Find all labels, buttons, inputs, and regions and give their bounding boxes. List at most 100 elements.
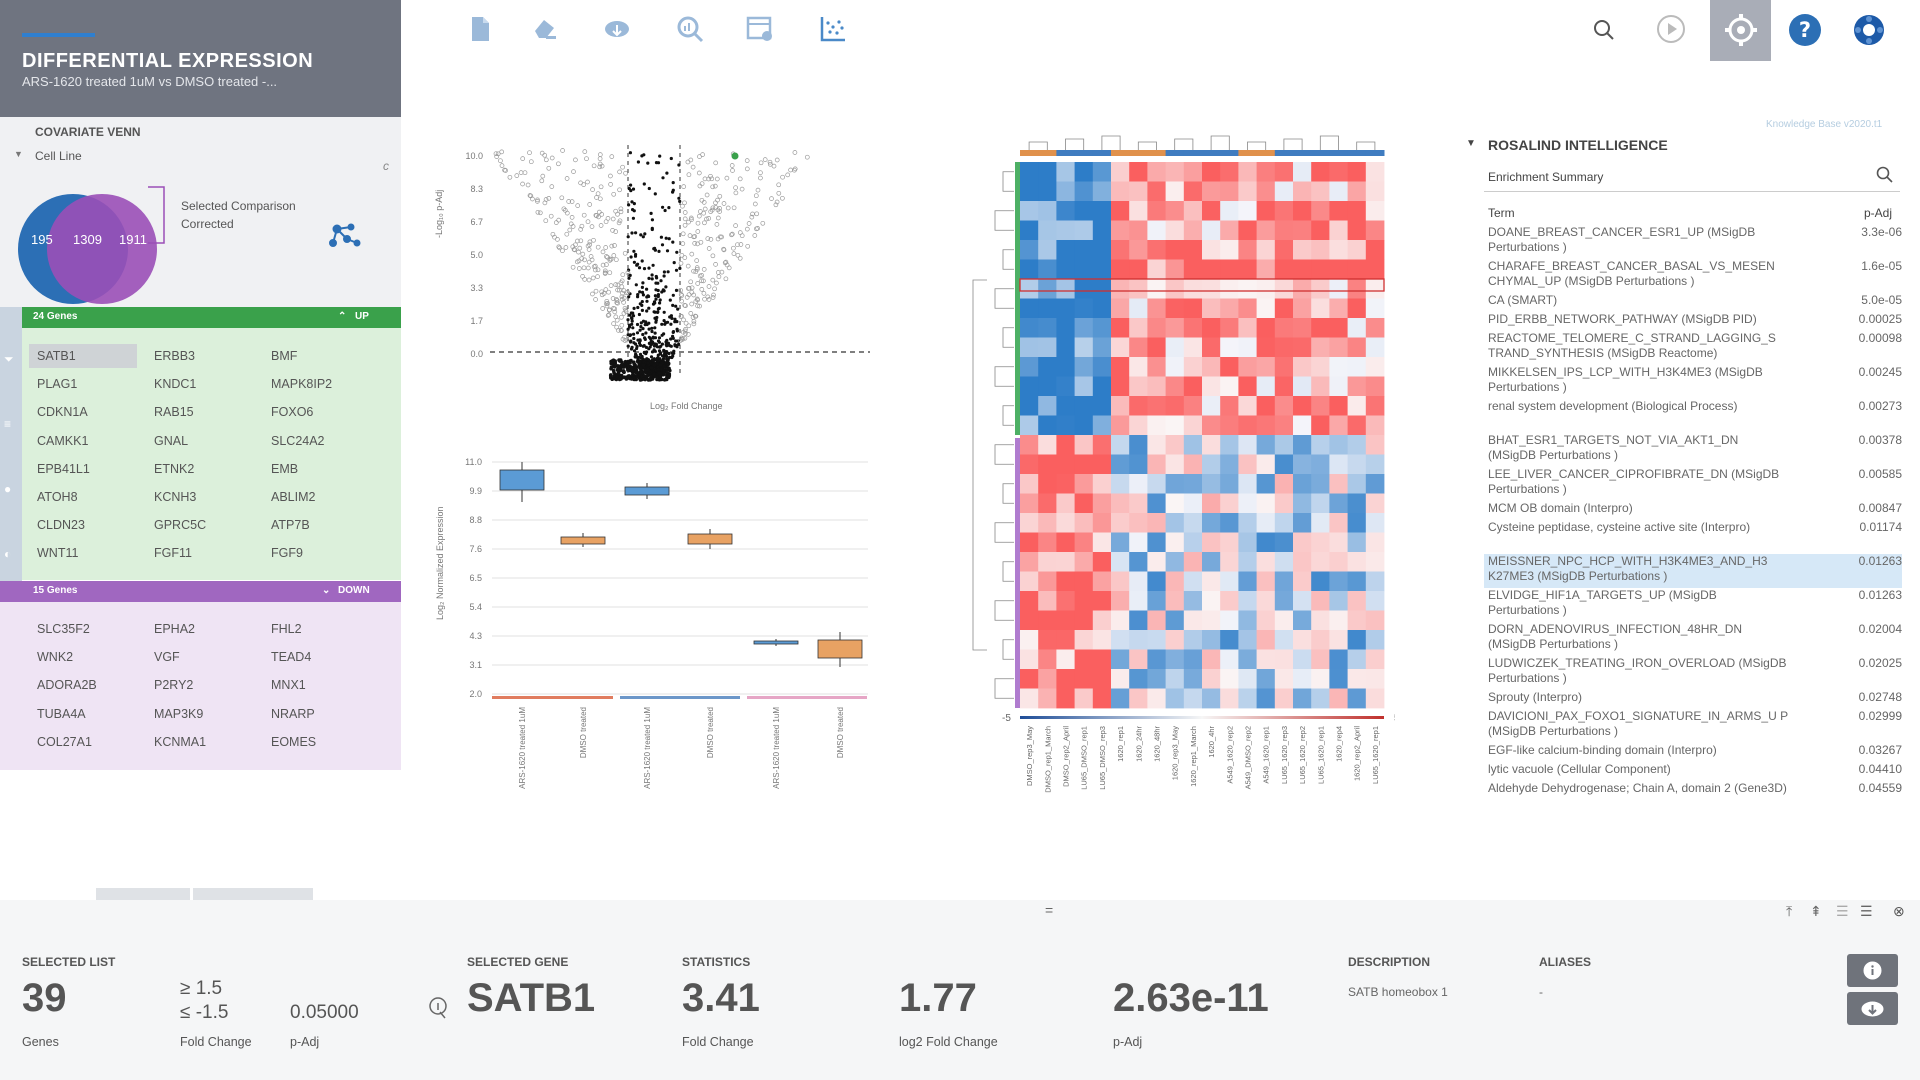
chevron-up-icon[interactable]: ⌃ [338, 311, 347, 322]
gene-erbb3[interactable]: ERBB3 [154, 349, 195, 363]
search-icon[interactable] [1876, 166, 1894, 184]
gene-epb41l1[interactable]: EPB41L1 [37, 461, 90, 476]
enrichment-padj: 0.02999 [1858, 709, 1902, 723]
document-icon[interactable] [465, 14, 495, 44]
gene-bmf[interactable]: BMF [271, 349, 298, 363]
gene-map3k9[interactable]: MAP3K9 [154, 706, 204, 721]
gene-fgf11[interactable]: FGF11 [154, 546, 192, 561]
network-icon[interactable] [325, 221, 365, 255]
gene-kndc1[interactable]: KNDC1 [154, 377, 197, 392]
enrichment-row[interactable]: REACTOME_TELOMERE_C_STRAND_LAGGING_S TRA… [1484, 331, 1902, 365]
gene-gnal[interactable]: GNAL [154, 433, 189, 448]
gene-slc24a2[interactable]: SLC24A2 [271, 433, 325, 448]
resize-handle[interactable]: = [1045, 902, 1054, 918]
gene-etnk2[interactable]: ETNK2 [154, 461, 195, 476]
info-button[interactable] [1847, 954, 1898, 987]
enrichment-row[interactable]: Sprouty (Interpro) 0.02748 [1484, 690, 1902, 709]
gene-satb1[interactable]: SATB1 [29, 344, 137, 368]
gene-atp7b[interactable]: ATP7B [271, 518, 310, 533]
play-icon[interactable] [1656, 14, 1686, 44]
gene-emb[interactable]: EMB [271, 461, 299, 476]
gene-p2ry2[interactable]: P2RY2 [154, 678, 194, 693]
info-pointer-icon[interactable] [428, 996, 450, 1020]
enrichment-row[interactable]: renal system development (Biological Pro… [1484, 399, 1902, 433]
contrast-icon[interactable]: ◐ [4, 547, 12, 561]
enrichment-row[interactable]: LEE_LIVER_CANCER_CIPROFIBRATE_DN (MSigDB… [1484, 467, 1902, 501]
venn-right-circle[interactable] [47, 194, 157, 304]
enrichment-row[interactable]: CHARAFE_BREAST_CANCER_BASAL_VS_MESEN CHY… [1484, 259, 1902, 293]
chevron-down-icon[interactable]: ⌄ [322, 585, 331, 596]
enrichment-row[interactable]: PID_ERBB_NETWORK_PATHWAY (MSigDB PID) 0.0… [1484, 312, 1902, 331]
rosalind-logo-icon[interactable] [1852, 13, 1886, 47]
eraser-icon[interactable] [530, 14, 560, 44]
enrichment-row[interactable]: MEISSNER_NPC_HCP_WITH_H3K4ME3_AND_H3 K27… [1484, 554, 1902, 588]
enrichment-row[interactable]: DORN_ADENOVIRUS_INFECTION_48HR_DN (MSigD… [1484, 622, 1902, 656]
table-chart-icon[interactable] [745, 14, 775, 44]
down-genes-header[interactable]: 15 Genes ⌄ DOWN [0, 581, 401, 602]
enrichment-row[interactable]: DAVICIONI_PAX_FOXO1_SIGNATURE_IN_ARMS_U … [1484, 709, 1902, 743]
enrichment-row[interactable]: CA (SMART) 5.0e-05 [1484, 293, 1902, 312]
enrichment-row[interactable]: Cysteine peptidase, cysteine active site… [1484, 520, 1902, 554]
gene-cldn23[interactable]: CLDN23 [37, 518, 85, 533]
gene-slc35f2[interactable]: SLC35F2 [37, 622, 90, 636]
gene-kcnma1[interactable]: KCNMA1 [154, 734, 207, 749]
enrichment-row[interactable]: LUDWICZEK_TREATING_IRON_OVERLOAD (MSigDB… [1484, 656, 1902, 690]
chevron-down-icon[interactable]: ▼ [14, 149, 23, 159]
collapse-caret-icon[interactable]: ▼ [1466, 138, 1476, 149]
gene-plag1[interactable]: PLAG1 [37, 377, 78, 392]
enrichment-row[interactable]: lytic vacuole (Cellular Component) 0.0441… [1484, 762, 1902, 781]
gene-wnt11[interactable]: WNT11 [37, 546, 79, 561]
gene-vgf[interactable]: VGF [154, 650, 180, 665]
enrichment-row[interactable]: Aldehyde Dehydrogenase; Chain A, domain … [1484, 781, 1902, 815]
download-button[interactable] [1847, 992, 1898, 1025]
gene-ablim2[interactable]: ABLIM2 [271, 490, 316, 504]
gene-tead4[interactable]: TEAD4 [271, 650, 312, 665]
enrichment-row[interactable]: EGF-like calcium-binding domain (Interpr… [1484, 743, 1902, 762]
expand-top-icon[interactable]: ⤒ [1786, 903, 1793, 919]
gene-tuba4a[interactable]: TUBA4A [37, 706, 86, 721]
comparison-subtitle[interactable]: ARS-1620 treated 1uM vs DMSO treated -..… [22, 74, 278, 89]
collapse-lines-icon[interactable]: ☰ [1836, 903, 1849, 919]
enrichment-row[interactable]: BHAT_ESR1_TARGETS_NOT_VIA_AKT1_DN (MSigD… [1484, 433, 1902, 467]
expand-half-icon[interactable]: ⇞ [1810, 903, 1822, 919]
gear-icon[interactable] [1724, 13, 1758, 47]
gene-atoh8[interactable]: ATOH8 [37, 490, 78, 504]
gene-gprc5c[interactable]: GPRC5C [154, 518, 207, 533]
enrichment-row[interactable]: DOANE_BREAST_CANCER_ESR1_UP (MSigDB Pert… [1484, 225, 1902, 259]
search-icon[interactable] [1592, 18, 1616, 42]
gene-nrarp[interactable]: NRARP [271, 706, 315, 721]
list-lines-icon[interactable]: ☰ [1860, 903, 1873, 919]
sort-icon[interactable]: ≡ [4, 417, 12, 431]
gene-cdkn1a[interactable]: CDKN1A [37, 405, 88, 420]
enrichment-row[interactable]: MCM OB domain (Interpro) 0.00847 [1484, 501, 1902, 520]
gene-camkk1[interactable]: CAMKK1 [37, 433, 89, 448]
up-genes-header[interactable]: 24 Genes ⌃ UP [22, 307, 401, 328]
gene-adora2b[interactable]: ADORA2B [37, 678, 97, 693]
magnify-chart-icon[interactable] [675, 14, 705, 44]
gene-mnx1[interactable]: MNX1 [271, 678, 306, 693]
help-icon[interactable]: ? [1788, 13, 1822, 47]
gene-epha2[interactable]: EPHA2 [154, 622, 195, 636]
gene-rab15[interactable]: RAB15 [154, 405, 194, 420]
enrichment-row[interactable]: ELVIDGE_HIF1A_TARGETS_UP (MSigDB Perturb… [1484, 588, 1902, 622]
cloud-download-icon[interactable] [602, 14, 632, 44]
close-icon[interactable]: ⊗ [1893, 903, 1905, 919]
gene-col27a1[interactable]: COL27A1 [37, 734, 92, 749]
clustered-heatmap[interactable]: -5 5 DMSO_rep3_May DMSO_rep1_March DMSO_rep2… [965, 130, 1395, 800]
gene-fgf9[interactable]: FGF9 [271, 546, 303, 561]
gene-kcnh3[interactable]: KCNH3 [154, 490, 197, 504]
gene-foxo6[interactable]: FOXO6 [271, 405, 314, 420]
scatter-plot-icon[interactable] [818, 14, 848, 44]
comment-icon[interactable]: ● [4, 482, 12, 496]
cell-line-dropdown[interactable]: Cell Line [35, 149, 82, 163]
settings-tile[interactable] [1710, 0, 1771, 61]
gene-eomes[interactable]: EOMES [271, 734, 317, 749]
gene-wnk2[interactable]: WNK2 [37, 650, 74, 665]
volcano-plot[interactable]: 10.0 8.3 6.7 5.0 3.3 1.7 0.0 [430, 140, 880, 420]
enrichment-row[interactable]: MIKKELSEN_IPS_LCP_WITH_H3K4ME3 (MSigDB P… [1484, 365, 1902, 399]
gene-fhl2[interactable]: FHL2 [271, 622, 302, 636]
refresh-icon[interactable]: c [383, 159, 389, 173]
gene-mapk8ip2[interactable]: MAPK8IP2 [271, 377, 333, 392]
expression-box-plot[interactable]: 11.0 9.9 8.8 7.6 6.5 5.4 4.3 3.1 2.0 ARS-1620 tre… [440, 452, 880, 802]
filter-icon[interactable]: ⏷ [4, 352, 14, 366]
